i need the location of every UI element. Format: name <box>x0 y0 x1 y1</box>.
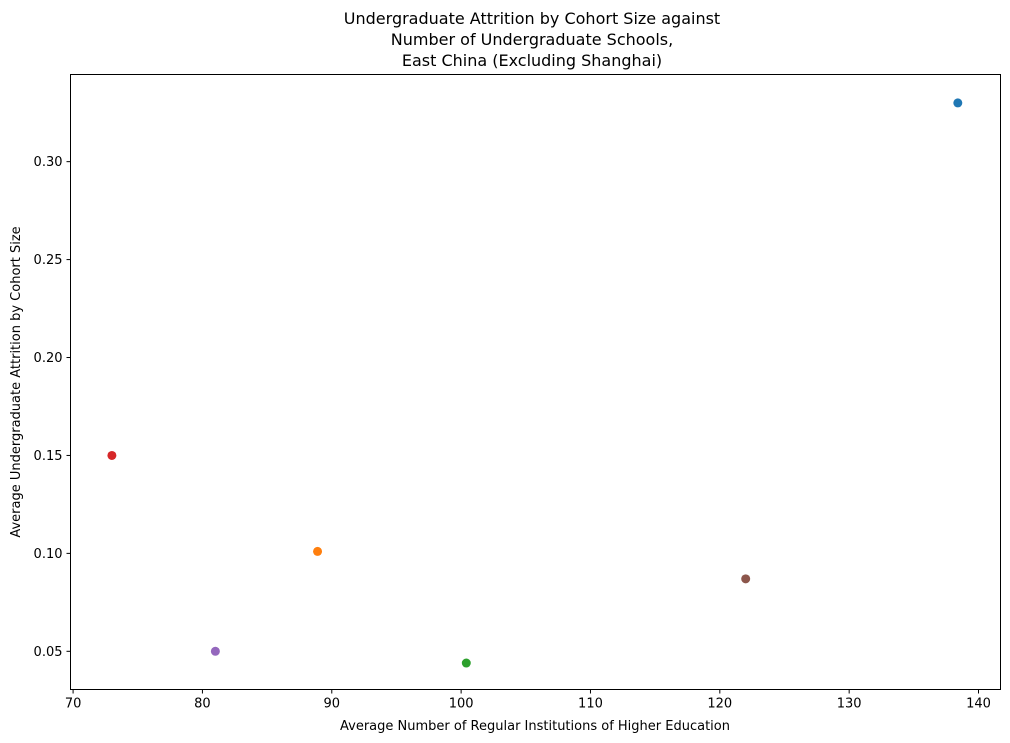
data-point <box>313 546 323 556</box>
x-tick-label: 100 <box>449 697 474 712</box>
x-axis-label: Average Number of Regular Institutions o… <box>340 719 730 734</box>
data-point <box>741 574 751 584</box>
data-point <box>107 450 117 460</box>
data-point <box>461 658 471 668</box>
data-point <box>953 98 963 108</box>
x-tick-label: 70 <box>65 697 82 712</box>
y-tick-label: 0.25 <box>34 253 63 268</box>
y-tick-label: 0.30 <box>34 155 63 170</box>
y-axis-label: Average Undergraduate Attrition by Cohor… <box>9 226 24 537</box>
data-points <box>107 98 963 668</box>
data-point <box>210 646 220 656</box>
title-line-1: Undergraduate Attrition by Cohort Size a… <box>344 9 720 28</box>
plot-area <box>70 74 1001 690</box>
y-tick-label: 0.20 <box>34 351 63 366</box>
x-tick-label: 130 <box>837 697 862 712</box>
x-tick-label: 110 <box>578 697 603 712</box>
x-tick-label: 80 <box>194 697 211 712</box>
y-tick-label: 0.15 <box>34 449 63 464</box>
title-line-2: Number of Undergraduate Schools, <box>391 30 673 49</box>
x-tick-label: 120 <box>707 697 732 712</box>
y-tick-label: 0.10 <box>34 547 63 562</box>
y-axis-ticks: 0.05 0.10 0.15 0.20 0.25 0.30 <box>34 155 71 660</box>
title-line-3: East China (Excluding Shanghai) <box>402 51 662 70</box>
x-tick-label: 90 <box>324 697 341 712</box>
x-axis-ticks: 70 80 90 100 110 120 130 140 <box>65 689 991 712</box>
chart-title: Undergraduate Attrition by Cohort Size a… <box>344 9 720 70</box>
x-tick-label: 140 <box>966 697 991 712</box>
y-tick-label: 0.05 <box>34 645 63 660</box>
